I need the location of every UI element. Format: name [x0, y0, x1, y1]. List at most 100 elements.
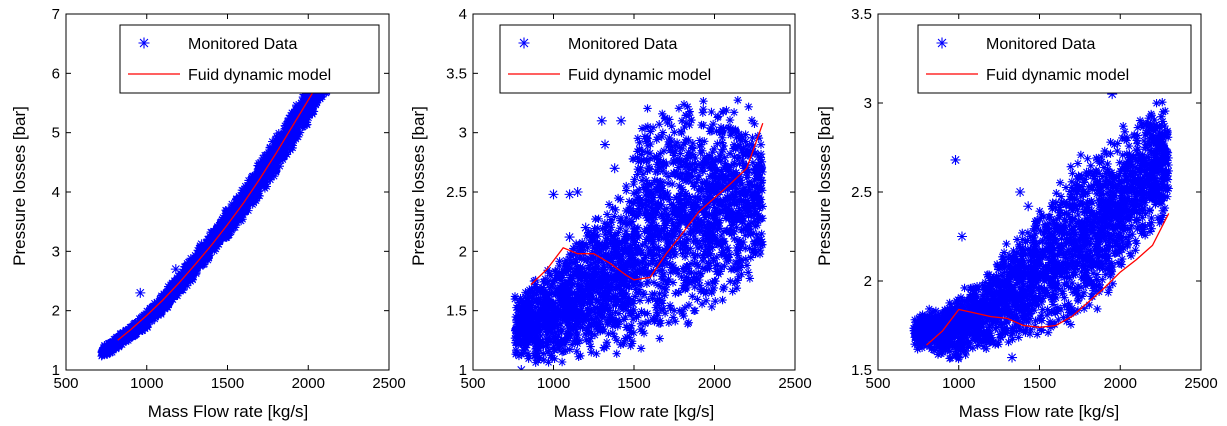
chart-2-monitored-point [691, 178, 701, 187]
chart-2-monitored-point [615, 237, 624, 246]
chart-1-monitored-point [142, 315, 151, 324]
chart-2-monitored-point [734, 272, 743, 281]
chart-2-monitored-point [726, 124, 735, 133]
chart-2-monitored-point [706, 123, 715, 133]
chart-2-monitored-point [539, 319, 548, 328]
chart-2-monitored-point [700, 153, 709, 163]
chart-2-monitored-point [590, 224, 599, 233]
chart-2-monitored-point [684, 163, 694, 172]
chart-2-monitored-point [689, 213, 698, 222]
chart-1-monitored-point [240, 198, 250, 207]
chart-1-monitored-point [306, 102, 315, 111]
chart-2-monitored-point [690, 282, 699, 292]
chart-2-monitored-point [669, 168, 678, 177]
chart-1-monitored-point [127, 327, 136, 336]
chart-2-monitored-point [607, 294, 616, 303]
chart-2-monitored-point [657, 200, 666, 210]
chart-2-monitored-point [643, 201, 653, 210]
chart-2-monitored-point [621, 227, 631, 236]
chart-2-monitored-point [516, 330, 526, 340]
chart-2-monitored-point [736, 209, 746, 218]
chart-2-monitored-point [653, 311, 662, 320]
chart-2-monitored-point [689, 306, 699, 315]
chart-2-monitored-point [659, 214, 668, 223]
chart-2-monitored-point [584, 261, 594, 270]
chart-1-monitored-point [181, 275, 190, 284]
chart-1-monitored-point [220, 215, 230, 224]
chart-1-monitored-point [112, 336, 122, 346]
chart-2-monitored-point [641, 261, 650, 271]
chart-2-monitored-point [607, 232, 616, 241]
chart-2-monitored-point [594, 288, 604, 298]
chart-2-monitored-point [752, 183, 762, 192]
chart-2-monitored-point [753, 171, 763, 181]
chart-2-monitored-point [718, 133, 727, 142]
chart-2-monitored-point [713, 139, 722, 148]
chart-1-monitored-point [300, 112, 309, 122]
chart-2-monitored-point [732, 283, 742, 293]
chart-2-monitored-point [690, 219, 699, 229]
chart-2-monitored-point [679, 139, 688, 149]
chart-2-monitored-point [659, 194, 668, 203]
chart-2-monitored-point [604, 315, 614, 324]
chart-2-monitored-point [689, 207, 699, 216]
chart-2-monitored-point [572, 347, 582, 356]
chart-1-monitored-point [244, 206, 253, 215]
chart-2-monitored-point [614, 309, 624, 318]
chart-2-monitored-point [543, 266, 552, 275]
chart-2-monitored-point [636, 319, 646, 329]
chart-1-monitored-point [228, 204, 238, 213]
chart-2-monitored-point [626, 297, 635, 307]
chart-2-monitored-point [578, 263, 587, 273]
chart-2-monitored-point [577, 304, 586, 314]
chart-1-monitored-point [303, 92, 313, 101]
chart-2-monitored-point [693, 250, 702, 260]
chart-2-monitored-point [518, 301, 528, 310]
chart-2-monitored-point [677, 272, 686, 282]
chart-1-monitored-point [276, 130, 285, 139]
chart-2-monitored-point [659, 224, 668, 233]
chart-2-monitored-point [741, 231, 750, 240]
chart-2-monitored-point [629, 296, 638, 306]
chart-1-monitored-point [258, 153, 267, 163]
chart-2-monitored-point [606, 310, 616, 320]
chart-2-monitored-point [523, 293, 532, 303]
chart-2-monitored-point [657, 275, 667, 284]
chart-2-monitored-point [723, 226, 732, 235]
chart-2-monitored-point [731, 127, 740, 136]
chart-1-monitored-point [290, 111, 299, 120]
chart-2-monitored-point [654, 266, 664, 275]
chart-2-monitored-point [590, 248, 600, 258]
chart-2-monitored-point [544, 345, 554, 355]
chart-2-monitored-point [714, 270, 723, 279]
chart-1-monitored-point [175, 272, 184, 281]
chart-1-legend-label-monitored: Monitored Data [188, 36, 297, 53]
chart-2-monitored-point [571, 309, 580, 318]
chart-2-monitored-point [696, 203, 706, 212]
chart-2-monitored-point [666, 268, 675, 277]
chart-2-monitored-point [611, 205, 620, 215]
chart-2-monitored-point [629, 179, 638, 189]
chart-2-monitored-point [606, 215, 616, 224]
chart-2-monitored-point [555, 261, 564, 271]
chart-2-monitored-point [536, 310, 545, 319]
chart-1-monitored-point [308, 110, 317, 119]
chart-1-monitored-point [247, 174, 256, 184]
chart-2-monitored-point [754, 133, 764, 143]
chart-1-monitored-point [259, 157, 268, 167]
chart-2-monitored-point [549, 342, 558, 352]
chart-1-monitored-point [145, 313, 155, 323]
chart-2-monitored-point [575, 308, 584, 318]
chart-2-monitored-point [635, 296, 645, 305]
chart-1-monitored-point [187, 274, 197, 283]
chart-2-monitored-point [552, 338, 562, 347]
chart-1-monitored-point [228, 208, 238, 218]
chart-2-monitored-point [523, 349, 533, 358]
chart-2-monitored-point [645, 148, 655, 158]
chart-2-monitored-point [691, 200, 701, 209]
chart-2-monitored-point [531, 280, 540, 289]
chart-2-monitored-point [720, 153, 729, 162]
chart-2-monitored-point [621, 299, 631, 308]
chart-1-monitored-point [283, 117, 292, 126]
